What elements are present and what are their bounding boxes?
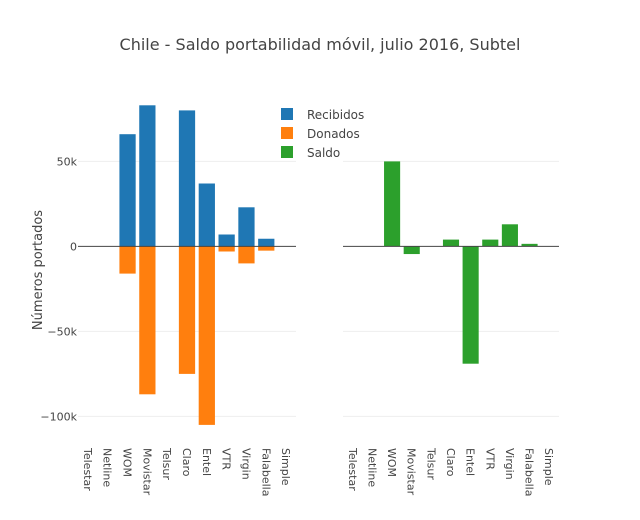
bar-donados-falabella <box>258 246 275 251</box>
y-tick-label: 50k <box>57 155 78 168</box>
x-tick-label-left-virgin: Virgin <box>239 448 252 480</box>
x-tick-label-right-falabella: Falabella <box>523 448 536 496</box>
bar-donados-wom <box>119 246 136 274</box>
legend-item-saldo[interactable]: Saldo <box>281 146 340 160</box>
x-tick-label-right-netline: Netline <box>365 448 378 487</box>
y-tick-label: −50k <box>47 325 77 338</box>
bar-saldo-falabella <box>521 243 538 247</box>
bar-saldo-virgin <box>501 224 518 247</box>
x-tick-label-left-movistar: Movistar <box>140 448 153 496</box>
x-tick-label-right-telsur: Telsur <box>424 447 437 480</box>
x-tick-label-left-telestar: Telestar <box>81 447 94 491</box>
x-tick-label-left-telsur: Telsur <box>160 447 173 480</box>
bar-saldo-vtr <box>482 239 499 247</box>
x-tick-label-left-netline: Netline <box>101 448 114 487</box>
x-tick-label-right-entel: Entel <box>464 448 477 476</box>
x-tick-label-right-telestar: Telestar <box>346 447 359 491</box>
x-tick-label-left-claro: Claro <box>180 448 193 477</box>
chart-title: Chile - Saldo portabilidad móvil, julio … <box>120 35 521 54</box>
x-tick-label-right-wom: WOM <box>385 448 398 477</box>
legend-swatch-saldo <box>281 146 293 158</box>
right-panel-bars <box>384 161 538 364</box>
y-tick-label: 0 <box>70 240 77 253</box>
bar-recibidos-entel <box>198 183 215 247</box>
left-x-tick-labels: Telestar Netline WOM Movistar Telsur Claro Ent… <box>81 447 292 496</box>
bar-recibidos-virgin <box>238 207 255 247</box>
bar-recibidos-movistar <box>139 105 156 247</box>
x-tick-label-right-claro: Claro <box>444 448 457 477</box>
y-tick-label: −100k <box>40 410 77 423</box>
legend-swatch-donados <box>281 127 293 139</box>
x-tick-label-left-simple: Simple <box>279 448 292 486</box>
bar-saldo-entel <box>462 246 479 364</box>
x-tick-label-left-entel: Entel <box>200 448 213 476</box>
bar-saldo-wom <box>384 161 401 247</box>
x-tick-label-left-falabella: Falabella <box>259 448 272 496</box>
bar-saldo-claro <box>442 239 460 247</box>
y-tick-labels: 50k 0 −50k −100k <box>40 155 77 423</box>
bar-recibidos-vtr <box>218 234 235 247</box>
x-tick-label-right-virgin: Virgin <box>503 448 516 480</box>
bar-recibidos-falabella <box>258 238 275 247</box>
bar-donados-virgin <box>238 246 255 264</box>
x-tick-label-left-wom: WOM <box>121 448 134 477</box>
bar-recibidos-wom <box>119 134 136 247</box>
legend-swatch-recibidos <box>281 108 293 120</box>
right-x-tick-labels: Telestar Netline WOM Movistar Telsur Claro Ent… <box>346 447 555 496</box>
y-axis-title: Números portados <box>31 210 46 330</box>
legend-label-donados: Donados <box>307 127 360 141</box>
bar-donados-entel <box>198 246 215 425</box>
legend-item-donados[interactable]: Donados <box>281 127 360 141</box>
legend[interactable]: Recibidos Donados Saldo <box>281 108 364 160</box>
x-tick-label-right-movistar: Movistar <box>405 448 418 496</box>
x-tick-label-right-simple: Simple <box>542 448 555 486</box>
bar-donados-movistar <box>139 246 156 395</box>
bar-recibidos-claro <box>178 110 196 247</box>
x-tick-label-right-vtr: VTR <box>483 448 496 470</box>
legend-label-saldo: Saldo <box>307 146 340 160</box>
bar-saldo-movistar <box>403 246 420 255</box>
legend-label-recibidos: Recibidos <box>307 108 364 122</box>
bar-donados-vtr <box>218 246 235 252</box>
left-panel-bars <box>119 105 275 425</box>
x-tick-label-left-vtr: VTR <box>220 448 233 470</box>
bar-donados-claro <box>178 246 196 374</box>
legend-item-recibidos[interactable]: Recibidos <box>281 108 364 122</box>
